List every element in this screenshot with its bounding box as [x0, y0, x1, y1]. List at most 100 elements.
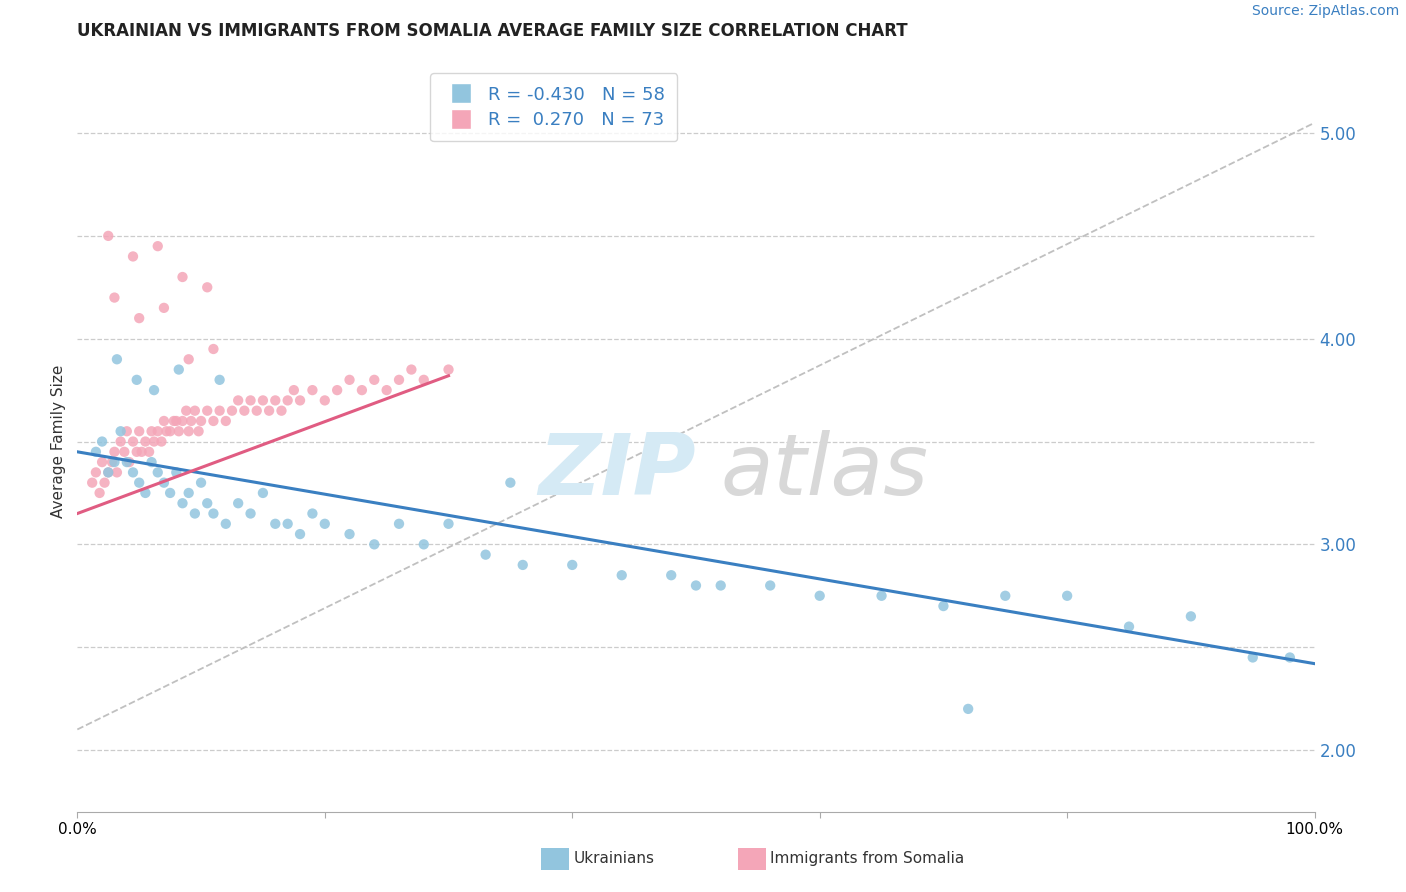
Point [314, 393, 336, 408]
Point [177, 486, 200, 500]
Point [153, 414, 176, 428]
Point [184, 403, 207, 417]
Point [326, 383, 349, 397]
Point [150, 434, 173, 449]
Point [155, 424, 177, 438]
Point [202, 414, 225, 428]
Point [932, 599, 955, 613]
Point [264, 516, 287, 531]
Point [91, 455, 114, 469]
Point [97, 228, 120, 243]
Point [870, 589, 893, 603]
Point [1180, 609, 1202, 624]
Point [412, 373, 434, 387]
Point [163, 414, 186, 428]
Point [174, 403, 197, 417]
Point [277, 393, 299, 408]
Point [412, 537, 434, 551]
Point [131, 445, 153, 459]
Point [215, 414, 238, 428]
Point [134, 434, 156, 449]
Point [388, 373, 411, 387]
Point [141, 424, 163, 438]
Point [159, 424, 181, 438]
Point [208, 373, 231, 387]
Point [401, 362, 423, 376]
Point [474, 548, 496, 562]
Point [115, 455, 138, 469]
Point [165, 466, 187, 480]
Point [246, 403, 269, 417]
Point [288, 393, 311, 408]
Point [350, 383, 373, 397]
Text: atlas: atlas [721, 430, 929, 513]
Point [195, 496, 218, 510]
Point [233, 403, 256, 417]
Point [202, 342, 225, 356]
Point [221, 403, 243, 417]
Point [957, 702, 980, 716]
Point [252, 393, 274, 408]
Point [82, 475, 104, 490]
Point [105, 466, 128, 480]
Point [437, 362, 460, 376]
Point [288, 527, 311, 541]
Point [994, 589, 1017, 603]
Point [264, 393, 287, 408]
Point [128, 311, 150, 326]
Point [437, 516, 460, 531]
Point [146, 239, 169, 253]
Point [93, 475, 115, 490]
Point [143, 383, 166, 397]
Point [128, 424, 150, 438]
Point [153, 475, 176, 490]
Text: Ukrainians: Ukrainians [574, 852, 655, 866]
Point [167, 424, 190, 438]
Text: UKRAINIAN VS IMMIGRANTS FROM SOMALIA AVERAGE FAMILY SIZE CORRELATION CHART: UKRAINIAN VS IMMIGRANTS FROM SOMALIA AVE… [77, 22, 908, 40]
Point [180, 414, 202, 428]
Point [239, 393, 262, 408]
Point [103, 455, 125, 469]
Point [388, 516, 411, 531]
Text: ZIP: ZIP [538, 430, 696, 513]
Point [301, 507, 323, 521]
Point [499, 475, 522, 490]
Point [167, 362, 190, 376]
Point [339, 527, 361, 541]
Point [103, 291, 125, 305]
Point [165, 414, 187, 428]
Point [512, 558, 534, 572]
Point [270, 403, 292, 417]
Point [314, 516, 336, 531]
Point [159, 486, 181, 500]
Point [257, 403, 280, 417]
Point [239, 507, 262, 521]
Point [122, 466, 145, 480]
Point [91, 434, 114, 449]
Text: Immigrants from Somalia: Immigrants from Somalia [770, 852, 965, 866]
Point [112, 445, 135, 459]
Point [177, 352, 200, 367]
Point [610, 568, 633, 582]
Point [339, 373, 361, 387]
Point [97, 466, 120, 480]
Point [1056, 589, 1078, 603]
Point [363, 373, 385, 387]
Point [141, 455, 163, 469]
Point [84, 466, 107, 480]
Point [252, 486, 274, 500]
Point [172, 270, 194, 285]
Point [277, 516, 299, 531]
Point [1241, 650, 1264, 665]
Point [1278, 650, 1301, 665]
Point [128, 475, 150, 490]
Y-axis label: Average Family Size: Average Family Size [51, 365, 66, 518]
Point [84, 445, 107, 459]
Point [190, 475, 212, 490]
Point [195, 280, 218, 294]
Point [208, 403, 231, 417]
Point [101, 455, 124, 469]
Point [226, 496, 249, 510]
Point [363, 537, 385, 551]
Point [808, 589, 831, 603]
